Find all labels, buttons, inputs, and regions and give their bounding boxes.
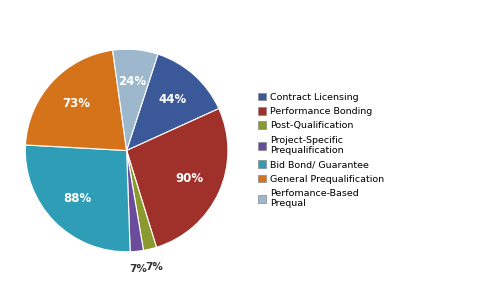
Text: 73%: 73% — [62, 98, 90, 110]
Text: 88%: 88% — [63, 192, 92, 205]
Text: 7%: 7% — [130, 264, 148, 275]
Text: 44%: 44% — [158, 93, 187, 106]
Text: 90%: 90% — [175, 172, 204, 185]
Wedge shape — [127, 150, 156, 250]
Legend: Contract Licensing, Performance Bonding, Post-Qualification, Project-Specific
Pr: Contract Licensing, Performance Bonding,… — [258, 93, 384, 208]
Text: 7%: 7% — [145, 262, 163, 272]
Wedge shape — [25, 50, 127, 150]
Wedge shape — [127, 109, 228, 247]
Wedge shape — [25, 145, 130, 252]
Text: 24%: 24% — [119, 75, 147, 88]
Wedge shape — [112, 49, 158, 150]
Wedge shape — [127, 54, 219, 150]
Wedge shape — [127, 150, 144, 252]
